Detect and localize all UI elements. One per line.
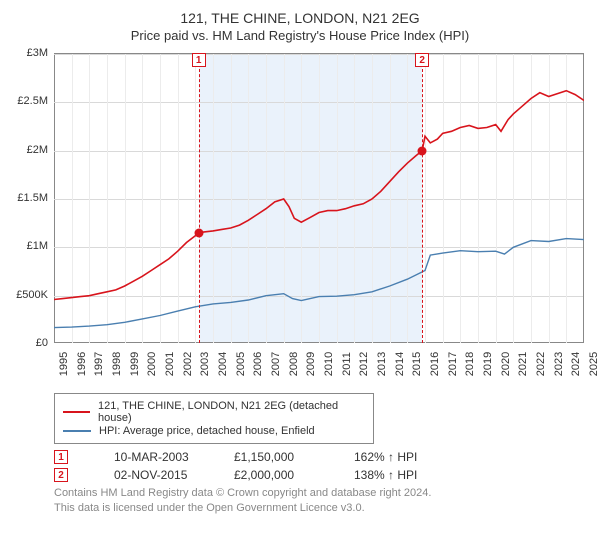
x-tick-label: 2001	[164, 352, 176, 376]
x-tick-label: 2010	[323, 352, 335, 376]
legend-swatch	[63, 430, 91, 432]
x-tick-label: 2022	[535, 352, 547, 376]
x-tick-label: 2015	[411, 352, 423, 376]
footer-line: This data is licensed under the Open Gov…	[54, 501, 588, 516]
legend-item: HPI: Average price, detached house, Enfi…	[63, 425, 365, 437]
annotation-row: 2 02-NOV-2015 £2,000,000 138% ↑ HPI	[54, 468, 588, 482]
chart-area: 12 £0£500K£1M£1.5M£2M£2.5M£3M19951996199…	[12, 49, 588, 389]
x-tick-label: 2009	[305, 352, 317, 376]
marker-vline	[199, 54, 200, 343]
marker-dot	[194, 228, 203, 237]
footer-line: Contains HM Land Registry data © Crown c…	[54, 486, 588, 501]
x-tick-label: 2020	[500, 352, 512, 376]
y-tick-label: £1M	[8, 240, 48, 252]
x-tick-label: 2005	[235, 352, 247, 376]
legend-label: HPI: Average price, detached house, Enfi…	[99, 425, 315, 437]
annotation-price: £2,000,000	[234, 468, 324, 482]
x-tick-label: 2002	[182, 352, 194, 376]
x-tick-label: 2017	[447, 352, 459, 376]
legend-swatch	[63, 411, 90, 413]
chart-subtitle: Price paid vs. HM Land Registry's House …	[12, 28, 588, 43]
x-tick-label: 1997	[93, 352, 105, 376]
legend-label: 121, THE CHINE, LONDON, N21 2EG (detache…	[98, 400, 365, 424]
x-tick-label: 2000	[146, 352, 158, 376]
annotation-date: 02-NOV-2015	[114, 468, 204, 482]
y-tick-label: £2M	[8, 144, 48, 156]
y-tick-label: £0	[8, 337, 48, 349]
x-tick-label: 1995	[58, 352, 70, 376]
x-tick-label: 2011	[341, 352, 353, 376]
legend: 121, THE CHINE, LONDON, N21 2EG (detache…	[54, 393, 374, 444]
x-tick-label: 2012	[358, 352, 370, 376]
plot-region: 12	[54, 53, 584, 343]
x-tick-label: 2008	[288, 352, 300, 376]
y-tick-label: £2.5M	[8, 95, 48, 107]
x-tick-label: 1996	[76, 352, 88, 376]
series-hpi	[54, 239, 584, 328]
x-tick-label: 2023	[553, 352, 565, 376]
x-tick-label: 1999	[129, 352, 141, 376]
y-tick-label: £1.5M	[8, 192, 48, 204]
x-tick-label: 2014	[394, 352, 406, 376]
series-property	[54, 91, 584, 300]
footer-attribution: Contains HM Land Registry data © Crown c…	[54, 486, 588, 516]
x-tick-label: 1998	[111, 352, 123, 376]
annotation-row: 1 10-MAR-2003 £1,150,000 162% ↑ HPI	[54, 450, 588, 464]
marker-dot	[418, 146, 427, 155]
marker-badge: 2	[415, 53, 429, 67]
x-tick-label: 2019	[482, 352, 494, 376]
marker-vline	[422, 54, 423, 343]
x-tick-label: 2004	[217, 352, 229, 376]
x-tick-label: 2025	[588, 352, 600, 376]
annotation-price: £1,150,000	[234, 450, 324, 464]
x-tick-label: 2013	[376, 352, 388, 376]
y-tick-label: £500K	[8, 289, 48, 301]
annotation-rows: 1 10-MAR-2003 £1,150,000 162% ↑ HPI 2 02-NOV-…	[12, 450, 588, 482]
line-series	[54, 54, 584, 344]
annotation-date: 10-MAR-2003	[114, 450, 204, 464]
y-tick-label: £3M	[8, 47, 48, 59]
x-tick-label: 2007	[270, 352, 282, 376]
x-tick-label: 2006	[252, 352, 264, 376]
annotation-badge: 2	[54, 468, 68, 482]
chart-title: 121, THE CHINE, LONDON, N21 2EG	[12, 10, 588, 26]
x-tick-label: 2016	[429, 352, 441, 376]
annotation-change: 138% ↑ HPI	[354, 468, 444, 482]
x-tick-label: 2018	[464, 352, 476, 376]
x-tick-label: 2024	[570, 352, 582, 376]
annotation-badge: 1	[54, 450, 68, 464]
legend-item: 121, THE CHINE, LONDON, N21 2EG (detache…	[63, 400, 365, 424]
annotation-change: 162% ↑ HPI	[354, 450, 444, 464]
x-tick-label: 2021	[517, 352, 529, 376]
x-tick-label: 2003	[199, 352, 211, 376]
marker-badge: 1	[192, 53, 206, 67]
